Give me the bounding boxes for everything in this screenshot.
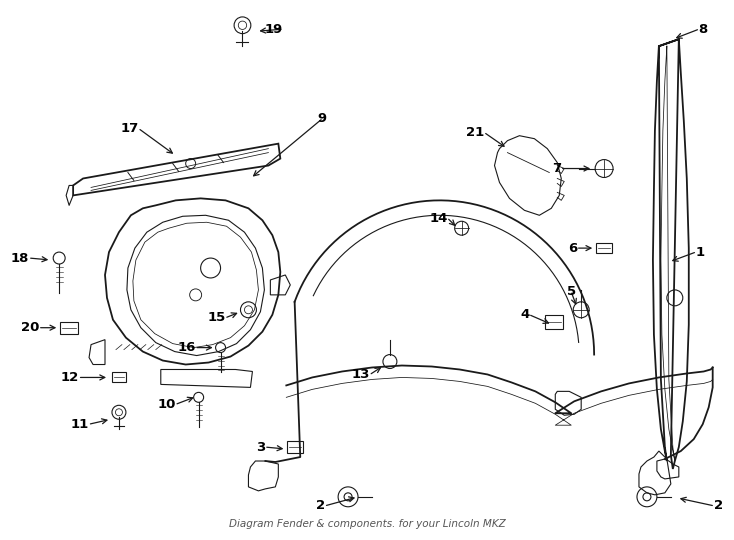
Text: 12: 12	[61, 371, 79, 384]
Text: 20: 20	[21, 321, 39, 334]
Text: Diagram Fender & components. for your Lincoln MKZ: Diagram Fender & components. for your Li…	[228, 518, 506, 529]
Text: 15: 15	[207, 311, 225, 324]
Text: 8: 8	[699, 23, 708, 36]
Text: 14: 14	[429, 212, 448, 225]
Text: 5: 5	[567, 285, 575, 299]
Text: 1: 1	[696, 246, 705, 259]
Text: 2: 2	[713, 500, 723, 512]
Text: 6: 6	[568, 241, 577, 255]
Text: 2: 2	[316, 500, 325, 512]
Text: 3: 3	[256, 441, 266, 454]
Text: 16: 16	[178, 341, 196, 354]
Text: 9: 9	[318, 112, 327, 125]
Text: 18: 18	[11, 252, 29, 265]
Text: 11: 11	[70, 418, 89, 431]
Text: 10: 10	[157, 398, 175, 411]
Text: 17: 17	[120, 122, 139, 135]
Text: 4: 4	[520, 308, 529, 321]
Text: 13: 13	[352, 368, 370, 381]
Text: 21: 21	[466, 126, 484, 139]
Text: 19: 19	[264, 23, 283, 36]
Text: 7: 7	[552, 162, 562, 175]
